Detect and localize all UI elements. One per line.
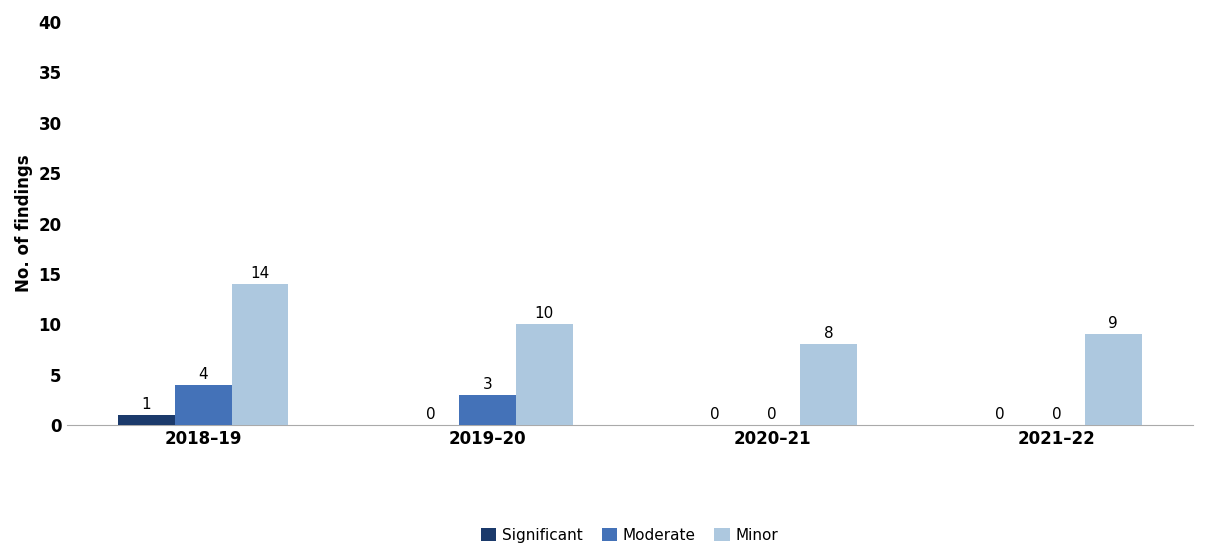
Text: 9: 9 [1109, 317, 1119, 331]
Bar [175, 385, 232, 425]
Text: 0: 0 [994, 407, 1004, 422]
Text: 14: 14 [250, 266, 269, 281]
Y-axis label: No. of findings: No. of findings [14, 155, 33, 292]
Legend: Significant, Moderate, Minor: Significant, Moderate, Minor [475, 522, 784, 545]
Text: 0: 0 [767, 407, 777, 422]
Bar [516, 324, 573, 425]
Text: 10: 10 [535, 306, 554, 322]
Text: 0: 0 [1052, 407, 1062, 422]
Bar [117, 415, 175, 425]
Bar [232, 284, 289, 425]
Bar [459, 395, 516, 425]
Text: 0: 0 [426, 407, 435, 422]
Text: 0: 0 [710, 407, 720, 422]
Bar [801, 344, 858, 425]
Bar [1085, 335, 1142, 425]
Text: 4: 4 [198, 367, 208, 382]
Text: 3: 3 [483, 377, 493, 392]
Text: 8: 8 [824, 326, 834, 342]
Text: 1: 1 [141, 397, 151, 412]
